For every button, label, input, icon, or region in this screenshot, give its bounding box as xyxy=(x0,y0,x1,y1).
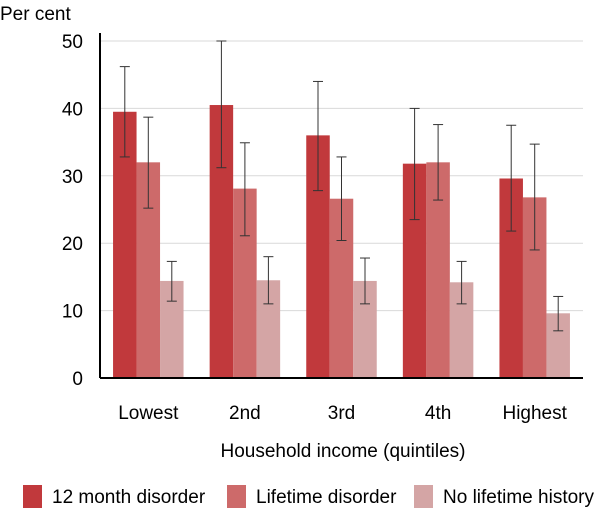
y-tick-label: 20 xyxy=(62,234,83,255)
bar xyxy=(426,162,450,378)
legend-label: No lifetime history xyxy=(443,487,594,508)
y-tick-label: 0 xyxy=(72,369,83,390)
bars xyxy=(113,105,570,379)
bar xyxy=(306,135,330,378)
x-tick-label: Lowest xyxy=(118,403,179,424)
x-tick-label: 2nd xyxy=(229,403,261,424)
axes: 0 10 20 30 40 50 Lowest 2nd 3rd 4th Highest xyxy=(62,32,583,424)
x-axis-title: Household income (quintiles) xyxy=(220,441,465,462)
x-tick-label: 3rd xyxy=(328,403,355,424)
y-tick-label: 50 xyxy=(62,32,83,53)
y-axis-title: Per cent xyxy=(0,4,71,25)
legend-label: Lifetime disorder xyxy=(256,487,397,508)
bar xyxy=(209,105,234,378)
bar xyxy=(353,280,377,378)
bar xyxy=(136,162,161,378)
legend-swatch xyxy=(227,485,246,508)
error-bars xyxy=(119,40,564,332)
bar xyxy=(160,280,184,378)
x-tick-label: 4th xyxy=(425,403,451,424)
y-tick-label: 30 xyxy=(62,167,83,188)
bar xyxy=(546,313,570,378)
bar xyxy=(449,282,474,378)
bar xyxy=(113,111,137,379)
bar xyxy=(499,178,523,378)
legend: 12 month disorder Lifetime disorder No lif… xyxy=(23,485,594,508)
bar xyxy=(329,198,354,378)
bar xyxy=(402,163,427,378)
bar xyxy=(256,280,281,378)
legend-swatch xyxy=(414,485,433,508)
legend-label: 12 month disorder xyxy=(52,487,206,508)
y-tick-label: 10 xyxy=(62,302,83,323)
bar xyxy=(522,197,547,378)
legend-swatch xyxy=(23,485,42,508)
x-tick-label: Highest xyxy=(502,403,567,424)
y-tick-label: 40 xyxy=(62,99,83,120)
bar xyxy=(233,188,257,378)
